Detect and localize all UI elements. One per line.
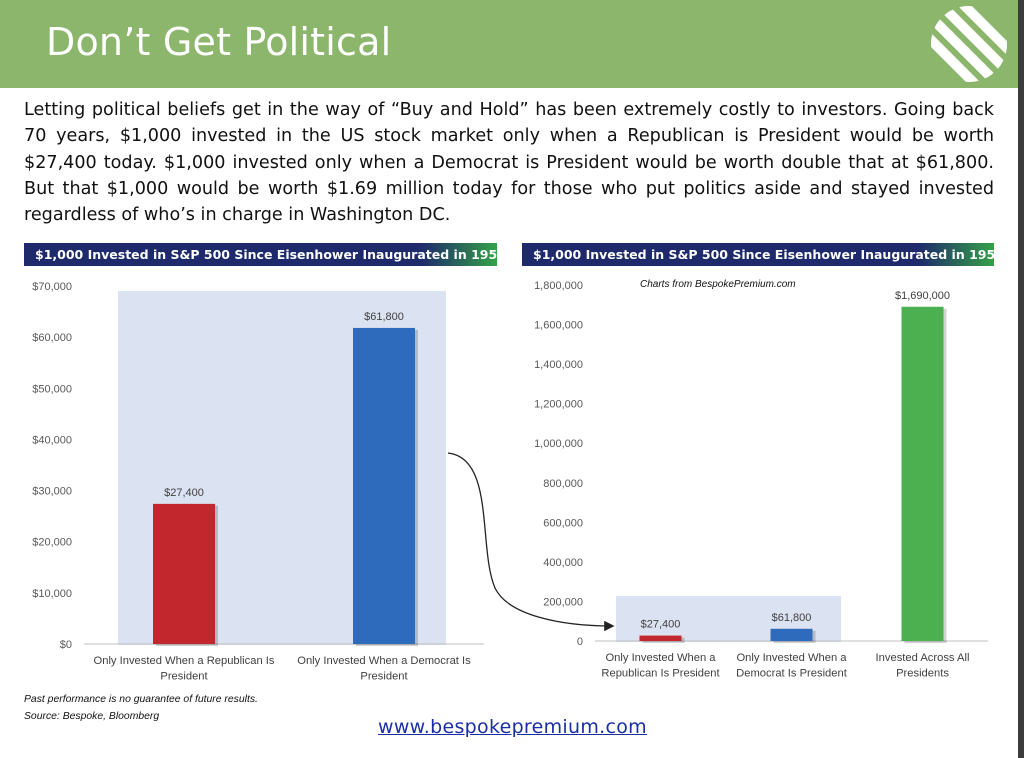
y-tick-label: 200,000 [543,596,583,608]
bar [353,327,415,644]
website-link[interactable]: www.bespokepremium.com [378,716,647,738]
category-label: Republican Is President [601,668,720,680]
y-tick-label: 0 [577,636,583,648]
slide-title: Don’t Get Political [46,20,392,64]
category-label: Presidents [896,668,949,680]
y-tick-label: 1,000,000 [534,438,583,450]
y-tick-label: $60,000 [32,332,72,344]
category-label: Only Invested When a [605,652,716,664]
y-tick-label: $10,000 [32,588,72,600]
y-tick-label: $70,000 [32,281,72,293]
category-label: Democrat Is President [736,668,848,680]
y-tick-label: $20,000 [32,537,72,549]
left-chart-title: $1,000 Invested in S&P 500 Since Eisenho… [24,243,506,266]
y-tick-label: 1,800,000 [534,280,583,292]
data-label: $61,800 [364,311,404,323]
y-tick-label: 1,200,000 [534,399,583,411]
data-label: $1,690,000 [895,290,950,302]
data-label: $27,400 [164,487,204,499]
category-label: Only Invested When a Democrat Is [297,655,471,667]
right-bar-chart: 0 200,000 400,000 600,000 800,000 1,000,000 1,… [534,279,988,680]
source-note: Source: Bespoke, Bloomberg [24,711,160,722]
bespoke-lattice-logo-icon [931,6,1007,82]
y-tick-label: 1,600,000 [534,320,583,332]
y-tick-label: $50,000 [32,383,72,395]
chart-annotation: Charts from BespokePremium.com [640,279,796,290]
data-label: $27,400 [641,619,681,631]
y-tick-label: $30,000 [32,486,72,498]
bar [153,503,215,644]
category-label: Only Invested When a Republican Is [94,655,275,667]
bar [901,306,944,641]
category-label: Only Invested When a [736,652,847,664]
left-bar-chart: $0 $10,000 $20,000 $30,000 $40,000 $50,000 $60… [32,281,484,683]
window-edge [1018,0,1024,758]
bar [770,628,813,641]
category-label: Invested Across All [876,652,970,664]
y-tick-label: 1,400,000 [534,359,583,371]
y-tick-label: 400,000 [543,557,583,569]
y-tick-label: 600,000 [543,517,583,529]
category-label: President [160,671,208,683]
y-tick-label: 800,000 [543,478,583,490]
disclaimer-note: Past performance is no guarantee of futu… [24,694,258,705]
y-tick-label: $40,000 [32,434,72,446]
category-label: President [360,671,408,683]
bar [639,635,682,641]
data-label: $61,800 [772,612,812,624]
y-tick-label: $0 [60,639,72,651]
title-banner: Don’t Get Political [0,0,1018,88]
intro-paragraph: Letting political beliefs get in the way… [24,100,994,226]
right-chart-title: $1,000 Invested in S&P 500 Since Eisenho… [522,243,1004,266]
